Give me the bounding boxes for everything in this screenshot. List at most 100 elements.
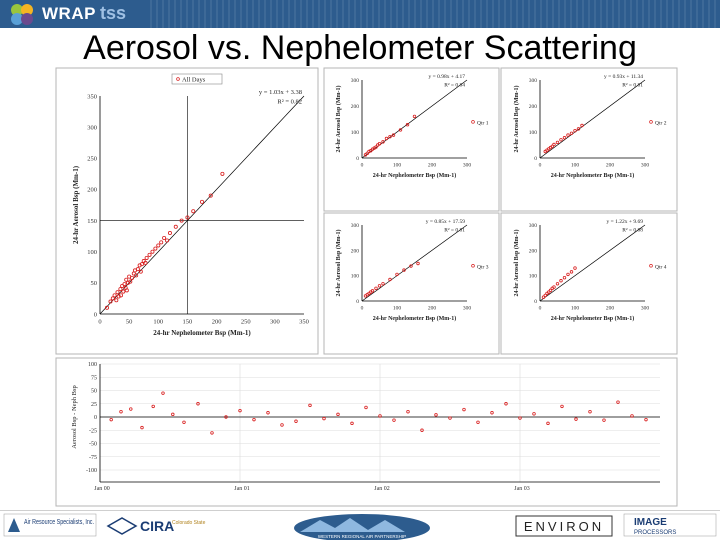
- data-point: [560, 404, 564, 409]
- data-point: [120, 283, 125, 288]
- y-axis-label: 24-hr Aerosol Bsp (Mm-1): [335, 230, 342, 297]
- data-point: [179, 218, 184, 223]
- x-axis-label: 24-hr Nephelometer Bsp (Mm-1): [373, 172, 457, 179]
- legend-label: Qtr 4: [655, 264, 667, 270]
- y-tick-label: 300: [351, 223, 360, 229]
- data-point: [119, 410, 123, 414]
- data-point: [391, 133, 396, 137]
- y-axis-label: 24-hr Aerosol Bsp (Mm-1): [72, 165, 80, 244]
- data-point: [490, 411, 494, 415]
- y-axis-label: 24-hr Aerosol Bsp (Mm-1): [513, 230, 520, 297]
- data-point: [552, 285, 556, 289]
- data-point: [562, 136, 567, 140]
- q1-plot: 0 100 200 300 0 100 200 300 24-hr Nephelometer B…: [335, 74, 489, 179]
- data-point: [504, 402, 508, 406]
- y-tick-label: 100: [529, 130, 538, 136]
- y-tick-label: 50: [91, 280, 98, 287]
- y-axis-label: Aerosol Bsp - Neph Bsp: [71, 385, 78, 449]
- data-point: [381, 282, 385, 286]
- ars-logo-text: Air Resource Specialists, Inc.: [24, 517, 94, 526]
- svg-text:CIRA: CIRA: [140, 518, 174, 534]
- data-point: [398, 128, 403, 132]
- x-tick-label: 100: [393, 163, 402, 169]
- q2-plot: 0 100 200 300 0 100 200 300 24-hr Nephelometer B…: [513, 74, 667, 179]
- data-point: [573, 128, 577, 133]
- data-point: [252, 417, 256, 422]
- x-tick-label: 0: [539, 306, 542, 312]
- svg-text:IMAGE: IMAGE: [634, 517, 667, 528]
- x-axis-label: 24-hr Nephelometer Bsp (Mm-1): [551, 315, 635, 322]
- y-tick-label: 300: [87, 124, 97, 131]
- data-point: [173, 224, 178, 229]
- data-point: [434, 413, 438, 417]
- data-point: [377, 284, 382, 288]
- data-point: [118, 287, 123, 292]
- data-point: [165, 238, 170, 243]
- data-point: [576, 127, 581, 131]
- main-plot: 0 50 100 150 200 250 300 350 0 50 100 150 200 250 300 3…: [72, 73, 309, 337]
- regression-equation: y = 1.03x + 3.38: [259, 89, 302, 96]
- x-tick-label: 100: [571, 163, 580, 169]
- data-point: [566, 272, 570, 277]
- data-point: [130, 275, 135, 280]
- data-point: [406, 410, 410, 414]
- x-tick-label: 50: [126, 319, 133, 326]
- data-point: [162, 236, 167, 241]
- y-tick-label: -25: [89, 428, 97, 434]
- one-to-one-line: [539, 224, 646, 302]
- legend-label: Qtr 1: [477, 120, 489, 126]
- regression-equation: y = 0.85x + 17.59: [426, 219, 465, 225]
- ars-logo: Air Resource Specialists, Inc.: [3, 513, 97, 537]
- y-tick-label: 0: [94, 311, 97, 318]
- data-point: [150, 249, 155, 254]
- r-squared-label: R² = 0.82: [277, 99, 302, 106]
- data-point: [112, 293, 117, 298]
- legend-marker-icon: [471, 264, 475, 268]
- brand-wrap: WRAP: [42, 4, 96, 23]
- data-point: [381, 140, 385, 144]
- data-point: [574, 417, 578, 421]
- y-tick-label: 50: [91, 389, 97, 395]
- data-point: [552, 142, 556, 147]
- y-tick-label: 100: [351, 130, 360, 136]
- x-tick-label: 300: [463, 306, 472, 312]
- data-point: [114, 298, 119, 303]
- legend-marker-icon: [176, 77, 180, 81]
- y-tick-label: -75: [89, 455, 97, 461]
- x-tick-label: 200: [212, 319, 222, 326]
- legend-label: Qtr 3: [477, 264, 489, 270]
- data-point: [416, 261, 420, 266]
- x-tick-label: 150: [183, 319, 193, 326]
- data-point: [409, 264, 413, 268]
- y-tick-label: 200: [87, 187, 97, 194]
- y-tick-label: 0: [356, 156, 359, 162]
- data-point: [167, 231, 172, 236]
- data-point: [140, 425, 144, 430]
- data-point: [644, 417, 648, 422]
- data-point: [280, 423, 284, 427]
- cira-logo: CIRA Colorado State: [106, 517, 206, 535]
- x-axis-label: 24-hr Nephelometer Bsp (Mm-1): [551, 172, 635, 179]
- data-point: [367, 149, 371, 154]
- data-point: [185, 215, 190, 220]
- y-tick-label: 200: [529, 104, 538, 110]
- svg-text:WESTERN REGIONAL AIR PARTNERSH: WESTERN REGIONAL AIR PARTNERSHIP: [318, 534, 406, 539]
- r-squared-label: R² = 0.84: [444, 83, 465, 89]
- data-point: [420, 428, 424, 432]
- data-point: [476, 420, 480, 424]
- r-squared-label: R² = 0.81: [622, 83, 643, 89]
- diff-plot: 100 75 50 25 0 -25 -50 -75 -100 Jan 00 Jan 01 Jan 0…: [71, 362, 660, 492]
- data-point: [171, 412, 175, 417]
- data-point: [151, 404, 155, 409]
- data-point: [238, 408, 242, 413]
- data-point: [143, 260, 148, 265]
- wrap-partnership-logo: WESTERN REGIONAL AIR PARTNERSHIP: [294, 514, 430, 540]
- q3-scatter-panel: [323, 212, 500, 355]
- data-point: [555, 140, 560, 145]
- data-point: [388, 277, 392, 282]
- x-tick-label: 0: [539, 163, 542, 169]
- environ-logo: ENVIRON: [515, 515, 613, 537]
- x-tick-label: Jan 02: [374, 486, 390, 492]
- data-point: [161, 391, 165, 395]
- x-tick-label: 300: [641, 163, 650, 169]
